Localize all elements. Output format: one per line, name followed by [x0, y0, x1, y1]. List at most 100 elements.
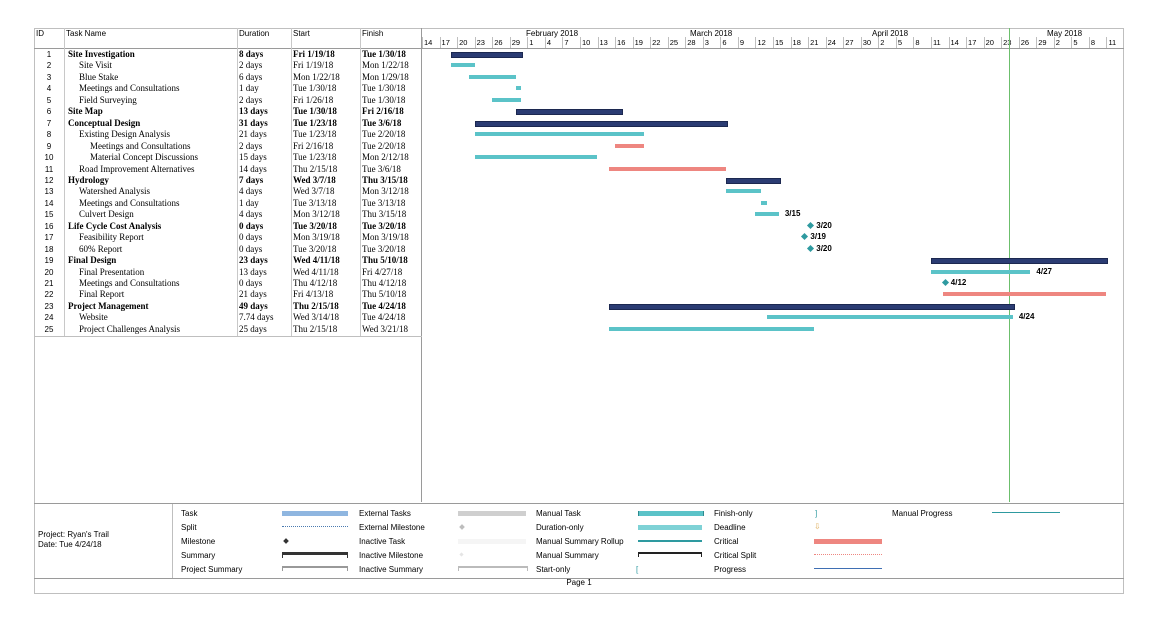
task-start[interactable]: Wed 3/7/18	[293, 186, 335, 197]
task-duration[interactable]: 2 days	[239, 140, 263, 151]
table-row[interactable]: 22 Final Report 21 days Fri 4/13/18 Thu 5/10…	[34, 289, 422, 301]
task-finish[interactable]: Thu 3/15/18	[362, 209, 407, 220]
task-bar[interactable]	[609, 326, 814, 331]
task-finish[interactable]: Wed 3/21/18	[362, 323, 409, 334]
task-start[interactable]: Wed 4/11/18	[293, 255, 340, 266]
task-finish[interactable]: Tue 2/20/18	[362, 140, 406, 151]
critical-task-bar[interactable]	[615, 143, 645, 148]
task-duration[interactable]: 13 days	[239, 106, 268, 117]
task-finish[interactable]: Tue 3/13/18	[362, 197, 406, 208]
task-duration[interactable]: 4 days	[239, 186, 263, 197]
table-row[interactable]: 15 Culvert Design 4 days Mon 3/12/18 Thu 3/1…	[34, 209, 422, 221]
task-start[interactable]: Tue 1/30/18	[293, 83, 337, 94]
summary-bar[interactable]	[451, 52, 524, 58]
milestone-marker[interactable]	[801, 233, 809, 241]
task-bar[interactable]	[930, 269, 1031, 274]
column-finish-header[interactable]: Finish	[362, 29, 384, 38]
table-row[interactable]: 21 Meetings and Consultations 0 days Thu 4/…	[34, 278, 422, 290]
task-start[interactable]: Mon 3/19/18	[293, 232, 340, 243]
task-duration[interactable]: 21 days	[239, 129, 267, 140]
task-duration[interactable]: 21 days	[239, 289, 267, 300]
task-bar[interactable]	[451, 63, 475, 68]
task-name[interactable]: Field Surveying	[79, 94, 137, 105]
task-start[interactable]: Tue 1/23/18	[293, 129, 337, 140]
task-finish[interactable]: Mon 2/12/18	[362, 152, 409, 163]
task-duration[interactable]: 2 days	[239, 60, 263, 71]
table-row[interactable]: 7 Conceptual Design 31 days Tue 1/23/18 Tue …	[34, 118, 422, 130]
table-row[interactable]: 18 60% Report 0 days Tue 3/20/18 Tue 3/20/18	[34, 244, 422, 256]
task-finish[interactable]: Mon 1/22/18	[362, 60, 409, 71]
task-start[interactable]: Tue 1/30/18	[293, 106, 337, 117]
task-bar[interactable]	[474, 155, 598, 160]
table-row[interactable]: 4 Meetings and Consultations 1 day Tue 1/30…	[34, 83, 422, 95]
task-start[interactable]: Fri 1/19/18	[293, 49, 335, 59]
task-start[interactable]: Wed 3/7/18	[293, 174, 336, 185]
task-name[interactable]: Hydrology	[68, 174, 109, 185]
task-duration[interactable]: 23 days	[239, 255, 268, 266]
table-row[interactable]: 10 Material Concept Discussions 15 days Tue…	[34, 152, 422, 164]
table-row[interactable]: 9 Meetings and Consultations 2 days Fri 2/1…	[34, 141, 422, 153]
task-duration[interactable]: 2 days	[239, 94, 263, 105]
table-row[interactable]: 24 Website 7.74 days Wed 3/14/18 Tue 4/24/18	[34, 312, 422, 324]
task-name[interactable]: Blue Stake	[79, 71, 119, 82]
task-name[interactable]: Final Report	[79, 289, 125, 300]
task-start[interactable]: Mon 1/22/18	[293, 71, 340, 82]
task-name[interactable]: Material Concept Discussions	[90, 152, 198, 163]
task-name[interactable]: Watershed Analysis	[79, 186, 151, 197]
column-task-name-header[interactable]: Task Name	[66, 29, 107, 38]
task-start[interactable]: Thu 2/15/18	[293, 323, 338, 334]
task-name[interactable]: Final Presentation	[79, 266, 145, 277]
task-finish[interactable]: Fri 4/27/18	[362, 266, 403, 277]
task-bar[interactable]	[515, 86, 522, 91]
task-name[interactable]: Final Design	[68, 255, 117, 266]
task-finish[interactable]: Thu 3/15/18	[362, 174, 408, 185]
column-duration-header[interactable]: Duration	[239, 29, 270, 38]
task-duration[interactable]: 15 days	[239, 152, 267, 163]
table-row[interactable]: 3 Blue Stake 6 days Mon 1/22/18 Mon 1/29/18	[34, 72, 422, 84]
table-row[interactable]: 16 Life Cycle Cost Analysis 0 days Tue 3/20…	[34, 221, 422, 233]
task-name[interactable]: Conceptual Design	[68, 117, 141, 128]
task-duration[interactable]: 4 days	[239, 209, 263, 220]
task-name[interactable]: Site Investigation	[68, 49, 135, 59]
table-row[interactable]: 2 Site Visit 2 days Fri 1/19/18 Mon 1/22/18	[34, 60, 422, 72]
table-row[interactable]: 1 Site Investigation 8 days Fri 1/19/18 Tue …	[34, 49, 422, 61]
task-duration[interactable]: 8 days	[239, 49, 264, 59]
task-name[interactable]: Meetings and Consultations	[90, 140, 191, 151]
task-finish[interactable]: Tue 1/30/18	[362, 49, 406, 59]
task-duration[interactable]: 6 days	[239, 71, 263, 82]
task-finish[interactable]: Mon 1/29/18	[362, 71, 409, 82]
task-name[interactable]: Meetings and Consultations	[79, 278, 180, 288]
task-duration[interactable]: 7 days	[239, 174, 264, 185]
task-bar[interactable]	[726, 189, 762, 194]
column-id-header[interactable]: ID	[36, 29, 44, 38]
critical-task-bar[interactable]	[609, 166, 727, 171]
task-name[interactable]: Website	[79, 312, 108, 323]
task-name[interactable]: Feasibility Report	[79, 232, 144, 243]
task-finish[interactable]: Tue 2/20/18	[362, 129, 406, 140]
task-finish[interactable]: Thu 5/10/18	[362, 289, 407, 300]
milestone-marker[interactable]	[807, 221, 815, 229]
task-finish[interactable]: Tue 3/20/18	[362, 220, 406, 231]
task-name[interactable]: Project Challenges Analysis	[79, 323, 180, 334]
task-name[interactable]: 60% Report	[79, 243, 123, 254]
task-finish[interactable]: Mon 3/12/18	[362, 186, 409, 197]
task-duration[interactable]: 13 days	[239, 266, 267, 277]
task-finish[interactable]: Tue 4/24/18	[362, 300, 406, 311]
task-name[interactable]: Meetings and Consultations	[79, 83, 180, 94]
task-start[interactable]: Thu 4/12/18	[293, 278, 338, 288]
task-finish[interactable]: Tue 3/6/18	[362, 163, 401, 174]
table-row[interactable]: 19 Final Design 23 days Wed 4/11/18 Thu 5/10…	[34, 255, 422, 267]
task-bar[interactable]	[767, 315, 1013, 320]
task-start[interactable]: Thu 2/15/18	[293, 163, 338, 174]
task-duration[interactable]: 1 day	[239, 197, 259, 208]
task-start[interactable]: Fri 4/13/18	[293, 289, 334, 300]
task-duration[interactable]: 31 days	[239, 117, 268, 128]
task-start[interactable]: Wed 3/14/18	[293, 312, 340, 323]
task-duration[interactable]: 0 days	[239, 278, 263, 288]
task-name[interactable]: Site Map	[68, 106, 103, 117]
task-duration[interactable]: 1 day	[239, 83, 259, 94]
task-name[interactable]: Site Visit	[79, 60, 113, 71]
task-bar[interactable]	[761, 200, 768, 205]
table-row[interactable]: 6 Site Map 13 days Tue 1/30/18 Fri 2/16/18	[34, 106, 422, 118]
task-start[interactable]: Fri 1/19/18	[293, 60, 334, 71]
